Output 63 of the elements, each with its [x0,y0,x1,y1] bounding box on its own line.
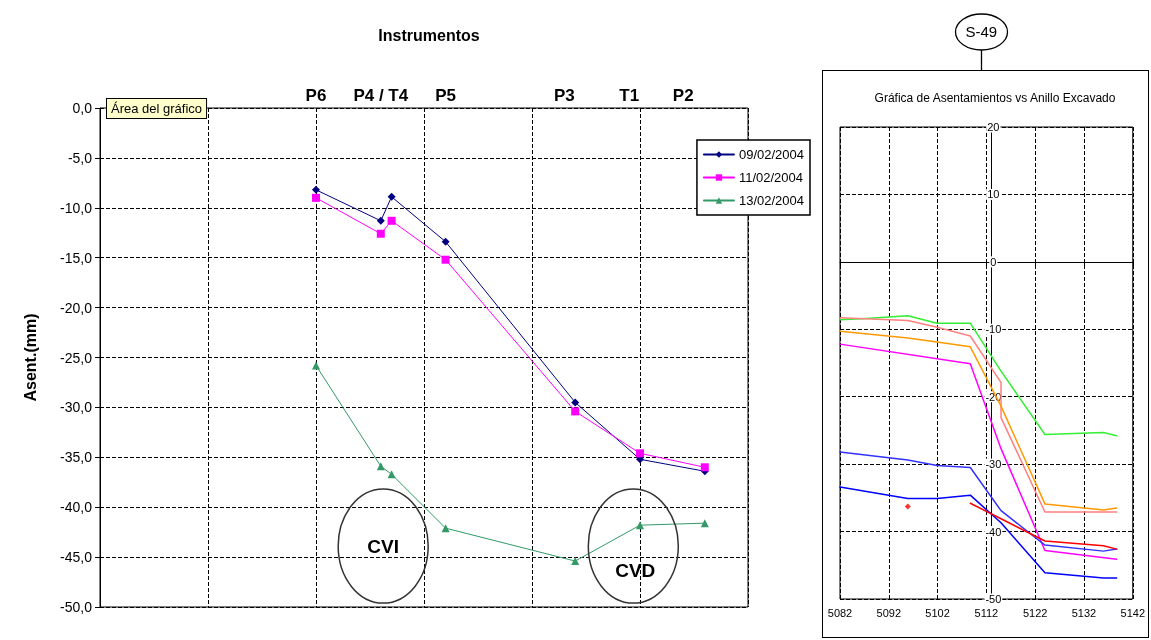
line-series [839,315,1118,437]
x-tick-label: P2 [672,86,694,105]
y-tick-label: 0,0 [72,100,93,116]
line-series [839,343,1118,560]
y-tick-label: -10,0 [60,199,93,216]
point [571,398,580,407]
y-tick-label: -40,0 [60,499,93,516]
x-tick-label: 5092 [876,606,902,619]
point [387,470,396,479]
x-tick-label: 5112 [974,606,999,619]
point [312,185,320,194]
legend-label: 09/02/2004 [738,147,805,162]
point [636,521,644,530]
legend-label: 11/02/2004 [738,170,804,185]
x-tick-label: 5082 [827,606,853,619]
x-tick-label: P3 [554,86,575,105]
y-tick-label: -10 [985,323,1002,336]
y-axis-title: Asent.(mm) [21,313,39,402]
text: S-49 [965,23,998,40]
y-tick-label: 0 [990,255,997,268]
y-tick-label: -30 [985,458,1002,471]
x-tick-label: 5122 [1022,606,1048,619]
chart-title: Gráfica de Asentamientos vs Anillo Excavado [874,91,1116,105]
point [636,449,644,458]
y-tick-label: -50,0 [60,599,93,615]
point [387,216,396,225]
annotation: CVD [615,559,656,581]
legend-label: 13/02/2004 [738,193,805,208]
annotation: CVI [367,535,400,557]
x-tick-label: 5132 [1071,606,1097,619]
point [312,193,320,202]
point [700,463,709,472]
y-tick-label: -25,0 [60,349,93,366]
point [571,407,580,416]
y-tick-label: 20 [987,121,1000,133]
y-tick-label: -35,0 [60,449,93,466]
point [441,524,450,533]
point [387,192,396,201]
y-tick-label: -5,0 [67,149,93,166]
point [441,255,450,264]
x-tick-label: P6 [305,86,327,105]
y-tick-label: -30,0 [60,399,93,416]
point [571,557,580,566]
annotation: Área del gráfico [111,101,203,116]
x-tick-label: 5142 [1120,606,1146,619]
point [441,237,450,246]
y-tick-label: 10 [987,188,1000,201]
line-series [969,502,1118,550]
x-tick-label: P5 [435,86,456,105]
y-tick-label: -20,0 [60,299,93,316]
y-tick-label: -15,0 [60,249,93,266]
x-tick-label: T1 [619,86,640,105]
x-tick-label: 5102 [925,606,950,619]
point [376,216,385,225]
y-tick-label: -45,0 [60,549,93,566]
chart-title: Instrumentos [378,26,480,44]
y-tick-label: -50 [985,593,1002,605]
point [312,361,320,370]
x-tick-label: P4 / T4 [353,86,409,105]
point [376,229,385,238]
line-series [839,451,1118,552]
line-series [839,486,1118,579]
y-tick-label: -40 [985,525,1002,538]
